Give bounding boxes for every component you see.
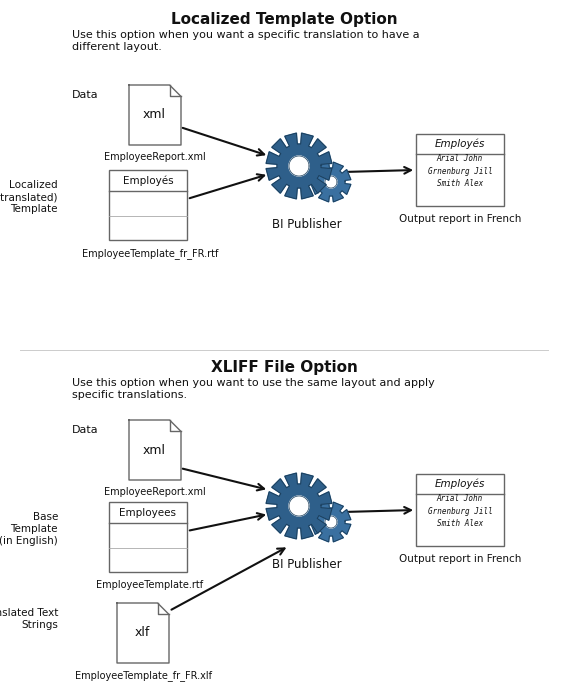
Text: Arial John
Grnenburg Jill
Smith Alex: Arial John Grnenburg Jill Smith Alex <box>428 154 492 188</box>
Polygon shape <box>289 156 309 176</box>
Bar <box>416 134 504 206</box>
Polygon shape <box>266 473 332 539</box>
Text: Employés: Employés <box>435 479 485 489</box>
Polygon shape <box>266 133 332 199</box>
Text: Data: Data <box>72 425 99 435</box>
Text: Localized
(or translated)
Template: Localized (or translated) Template <box>0 181 58 213</box>
Text: Employés: Employés <box>435 139 485 149</box>
Text: XLIFF File Option: XLIFF File Option <box>211 360 357 375</box>
Text: Localized Template Option: Localized Template Option <box>171 12 397 27</box>
Text: EmployeeTemplate_fr_FR.rtf: EmployeeTemplate_fr_FR.rtf <box>82 248 218 259</box>
Text: Employees: Employees <box>119 507 177 518</box>
Text: Base
Template
(in English): Base Template (in English) <box>0 512 58 546</box>
Text: Output report in French: Output report in French <box>399 554 521 564</box>
Text: Output report in French: Output report in French <box>399 214 521 224</box>
Polygon shape <box>325 516 337 528</box>
Text: EmployeeReport.xml: EmployeeReport.xml <box>104 152 206 162</box>
Polygon shape <box>325 176 337 188</box>
Text: EmployeeTemplate_fr_FR.xlf: EmployeeTemplate_fr_FR.xlf <box>74 670 211 681</box>
Polygon shape <box>117 603 169 663</box>
Text: Data: Data <box>72 90 99 100</box>
Text: Employés: Employés <box>123 175 173 186</box>
Polygon shape <box>129 420 181 480</box>
Polygon shape <box>311 502 351 542</box>
Bar <box>109 170 187 240</box>
Text: EmployeeTemplate.rtf: EmployeeTemplate.rtf <box>97 580 203 590</box>
Text: Arial John
Grnenburg Jill
Smith Alex: Arial John Grnenburg Jill Smith Alex <box>428 494 492 528</box>
Text: xml: xml <box>143 108 165 122</box>
Text: xlf: xlf <box>134 626 149 639</box>
Polygon shape <box>129 85 181 145</box>
Text: xml: xml <box>143 443 165 457</box>
Text: Use this option when you want a specific translation to have a
different layout.: Use this option when you want a specific… <box>72 30 420 51</box>
Bar <box>416 474 504 546</box>
Text: BI Publisher: BI Publisher <box>272 558 342 571</box>
Bar <box>109 502 187 572</box>
Text: BI Publisher: BI Publisher <box>272 218 342 231</box>
Text: Translated Text
Strings: Translated Text Strings <box>0 608 58 630</box>
Text: Use this option when you want to use the same layout and apply
specific translat: Use this option when you want to use the… <box>72 378 435 400</box>
Polygon shape <box>289 496 309 516</box>
Text: EmployeeReport.xml: EmployeeReport.xml <box>104 487 206 497</box>
Polygon shape <box>311 162 351 202</box>
